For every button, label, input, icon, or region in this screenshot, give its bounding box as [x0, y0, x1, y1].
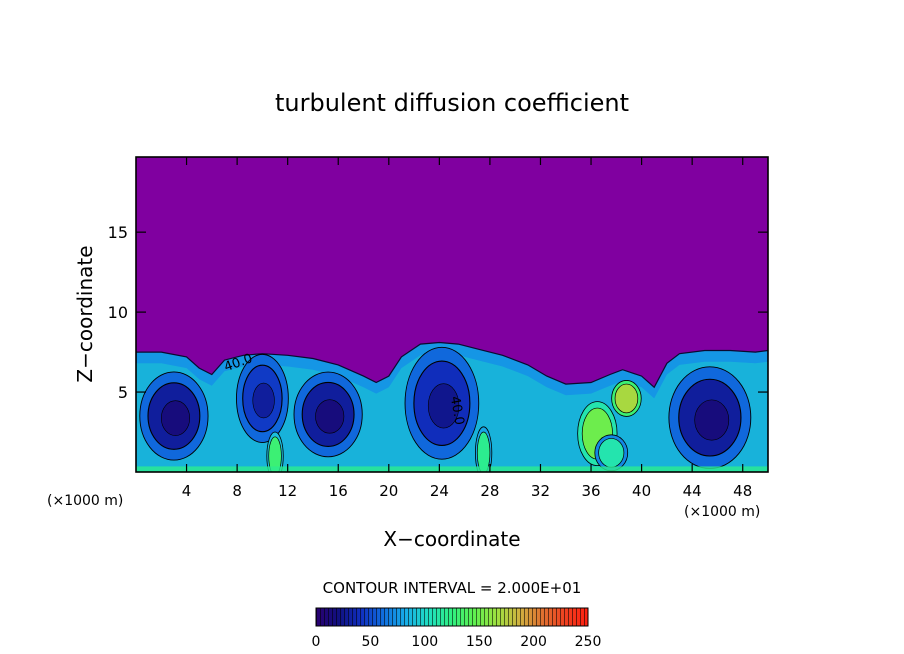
y-tick-label-15: 15: [108, 223, 128, 242]
x-tick-label-36: 36: [581, 482, 600, 500]
chart-title: turbulent diffusion coefficient: [275, 89, 629, 117]
x-tick-label-4: 4: [182, 482, 192, 500]
x-unit-right: (×1000 m): [684, 504, 760, 520]
x-tick-label-12: 12: [278, 482, 297, 500]
colorbar-frame: [315, 607, 589, 627]
contour-label-1: 40.0: [447, 395, 467, 426]
eddy-center-3: [427, 383, 460, 429]
x-axis-ticks: 4 8 12 16 20 24 28 32 36 40 44 48: [182, 157, 752, 500]
x-tick-label-44: 44: [683, 482, 702, 500]
colorbar-tick-label-200: 200: [520, 634, 547, 650]
x-tick-label-24: 24: [430, 482, 449, 500]
colorbar-tick-label-250: 250: [575, 634, 602, 650]
x-axis-label: X−coordinate: [383, 527, 520, 551]
colorbar-tick-label-150: 150: [466, 634, 493, 650]
hot-spot-1: [476, 431, 491, 472]
hot-spot-3: [614, 383, 639, 414]
x-tick-label-20: 20: [379, 482, 398, 500]
x-tick-label-40: 40: [632, 482, 651, 500]
eddy-center-4: [694, 399, 730, 441]
colorbar-ticks: 0 50 100 150 200 250: [312, 634, 602, 650]
eddy-center-2: [315, 399, 345, 434]
colorbar-stripes: [316, 608, 588, 626]
surface-layer: [136, 466, 768, 472]
plot-frame: [135, 156, 769, 473]
eddy-center-0: [160, 400, 191, 436]
plot-field: 40.040.0: [136, 157, 768, 472]
boundary-layer-contour: [136, 341, 768, 472]
y-tick-label-10: 10: [108, 303, 128, 322]
colorbar-tick-label-100: 100: [411, 634, 438, 650]
y-axis-label: Z−coordinate: [73, 245, 97, 382]
colorbar-tick-label-50: 50: [361, 634, 379, 650]
hot-spot-0: [268, 436, 282, 472]
x-tick-label-16: 16: [329, 482, 348, 500]
y-axis-ticks: 5 10 15: [108, 223, 768, 402]
x-tick-label-8: 8: [232, 482, 242, 500]
hot-spot-4: [598, 438, 625, 468]
x-unit-left: (×1000 m): [47, 493, 123, 509]
x-tick-label-28: 28: [480, 482, 499, 500]
y-tick-label-5: 5: [118, 383, 128, 402]
colorbar-tick-label-0: 0: [312, 634, 321, 650]
contour-interval-text: CONTOUR INTERVAL = 2.000E+01: [323, 579, 582, 597]
x-tick-label-48: 48: [733, 482, 752, 500]
x-tick-label-32: 32: [531, 482, 550, 500]
eddy-center-1: [252, 382, 275, 419]
